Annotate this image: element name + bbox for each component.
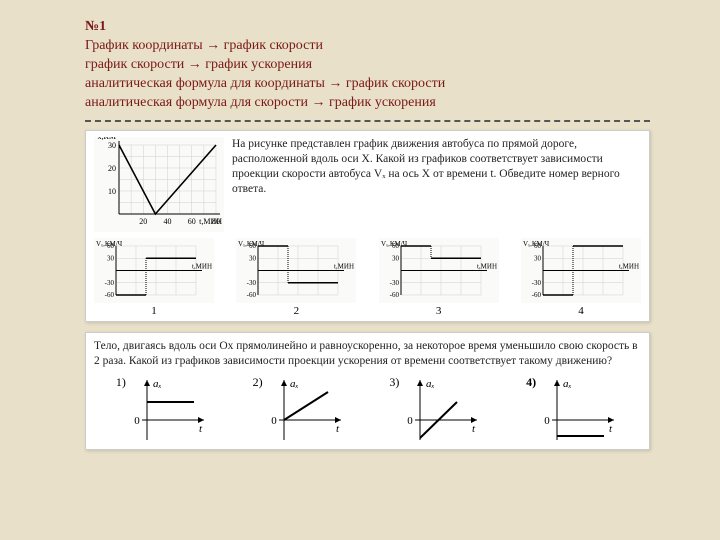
- p2-option-label: 3): [389, 375, 399, 390]
- svg-text:aₓ: aₓ: [153, 378, 162, 390]
- p1-option-2: -60-303060Vₓ,КМ/Чt,МИН2: [236, 238, 356, 317]
- p1-option-4: -60-303060Vₓ,КМ/Чt,МИН4: [521, 238, 641, 317]
- svg-text:20: 20: [108, 164, 116, 173]
- svg-text:0: 0: [271, 415, 277, 427]
- p1-option-label: 3: [379, 305, 499, 317]
- svg-text:x,КМ: x,КМ: [98, 137, 116, 141]
- p2-option-2): 2) 0 aₓ t: [253, 375, 346, 445]
- problem-2-options: 1) 0 aₓ t 2) 0 aₓ t 3) 0 aₓ t 4) 0 aₓ t: [94, 375, 641, 445]
- header-block: №1 График координаты → график скорости г…: [85, 18, 650, 112]
- header-line-3: аналитическая формула для координаты → г…: [85, 75, 650, 94]
- problem-1: 20406080102030x,КМt,МИН На рисунке предс…: [85, 130, 650, 322]
- svg-text:-30: -30: [105, 279, 115, 287]
- svg-text:40: 40: [164, 217, 172, 226]
- divider: [85, 120, 650, 122]
- p2-option-label: 2): [253, 375, 263, 390]
- problem-2: Тело, двигаясь вдоль оси Ох прямолинейно…: [85, 332, 650, 450]
- svg-text:30: 30: [392, 255, 400, 263]
- svg-text:aₓ: aₓ: [290, 378, 299, 390]
- svg-text:60: 60: [188, 217, 196, 226]
- svg-text:-30: -30: [247, 279, 257, 287]
- svg-text:10: 10: [108, 187, 116, 196]
- svg-text:Vₓ,КМ/Ч: Vₓ,КМ/Ч: [381, 240, 408, 248]
- svg-text:30: 30: [534, 255, 542, 263]
- svg-text:aₓ: aₓ: [563, 378, 572, 390]
- svg-text:-30: -30: [389, 279, 399, 287]
- p1-option-3: -60-303060Vₓ,КМ/Чt,МИН3: [379, 238, 499, 317]
- p2-option-label: 1): [116, 375, 126, 390]
- svg-text:t,МИН: t,МИН: [334, 263, 354, 271]
- svg-text:30: 30: [108, 141, 116, 150]
- p2-option-label: 4): [526, 375, 536, 390]
- p1-option-1: -60-303060Vₓ,КМ/Чt,МИН1: [94, 238, 214, 317]
- svg-text:t,МИН: t,МИН: [619, 263, 639, 271]
- problem-1-options: -60-303060Vₓ,КМ/Чt,МИН1-60-303060Vₓ,КМ/Ч…: [94, 238, 641, 317]
- p2-option-1): 1) 0 aₓ t: [116, 375, 209, 445]
- svg-text:30: 30: [249, 255, 257, 263]
- svg-text:0: 0: [544, 415, 550, 427]
- svg-text:aₓ: aₓ: [426, 378, 435, 390]
- main-chart: 20406080102030x,КМt,МИН: [94, 137, 224, 232]
- p1-option-label: 1: [94, 305, 214, 317]
- svg-text:t,МИН: t,МИН: [192, 263, 212, 271]
- problem-2-text: Тело, двигаясь вдоль оси Ох прямолинейно…: [94, 339, 641, 369]
- p2-option-4): 4) 0 aₓ t: [526, 375, 619, 445]
- svg-text:t: t: [336, 423, 340, 435]
- header-line-2: график скорости → график ускорения: [85, 56, 650, 75]
- svg-text:0: 0: [408, 415, 414, 427]
- svg-text:t: t: [609, 423, 613, 435]
- svg-text:-60: -60: [532, 291, 542, 299]
- svg-text:-30: -30: [532, 279, 542, 287]
- svg-text:-60: -60: [105, 291, 115, 299]
- svg-text:Vₓ,КМ/Ч: Vₓ,КМ/Ч: [238, 240, 265, 248]
- svg-text:-60: -60: [389, 291, 399, 299]
- svg-text:20: 20: [139, 217, 147, 226]
- svg-text:t,МИН: t,МИН: [199, 217, 222, 226]
- header-line-1: График координаты → график скорости: [85, 37, 650, 56]
- header-line-4: аналитическая формула для скорости → гра…: [85, 94, 650, 113]
- svg-text:t: t: [199, 423, 203, 435]
- p1-option-label: 2: [236, 305, 356, 317]
- svg-text:30: 30: [107, 255, 115, 263]
- problem-number: №1: [85, 18, 650, 37]
- p1-option-label: 4: [521, 305, 641, 317]
- p2-option-3): 3) 0 aₓ t: [389, 375, 482, 445]
- svg-text:Vₓ,КМ/Ч: Vₓ,КМ/Ч: [96, 240, 123, 248]
- svg-text:Vₓ,КМ/Ч: Vₓ,КМ/Ч: [523, 240, 550, 248]
- svg-text:-60: -60: [247, 291, 257, 299]
- svg-text:0: 0: [134, 415, 140, 427]
- svg-text:t: t: [472, 423, 476, 435]
- problem-1-text: На рисунке представлен график движения а…: [232, 137, 641, 232]
- svg-text:t,МИН: t,МИН: [477, 263, 497, 271]
